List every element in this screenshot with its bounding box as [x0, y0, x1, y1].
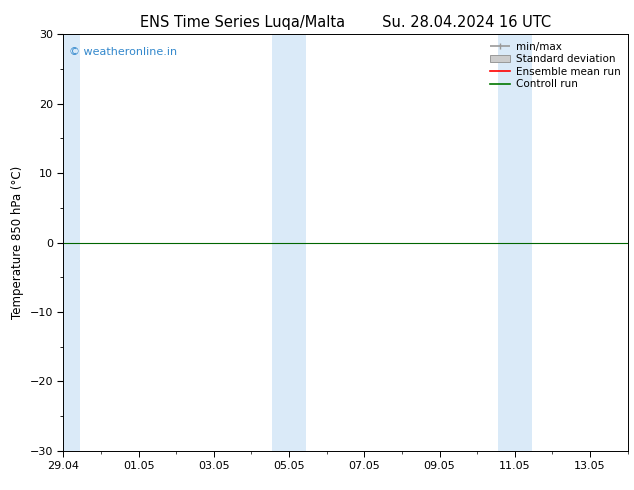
- Bar: [498, 34, 532, 451]
- Legend: min/max, Standard deviation, Ensemble mean run, Controll run: min/max, Standard deviation, Ensemble me…: [488, 40, 623, 92]
- Y-axis label: Temperature 850 hPa (°C): Temperature 850 hPa (°C): [11, 166, 24, 319]
- Bar: [272, 34, 306, 451]
- Bar: [58, 34, 81, 451]
- Title: ENS Time Series Luqa/Malta        Su. 28.04.2024 16 UTC: ENS Time Series Luqa/Malta Su. 28.04.202…: [140, 15, 551, 30]
- Text: © weatheronline.in: © weatheronline.in: [69, 47, 177, 57]
